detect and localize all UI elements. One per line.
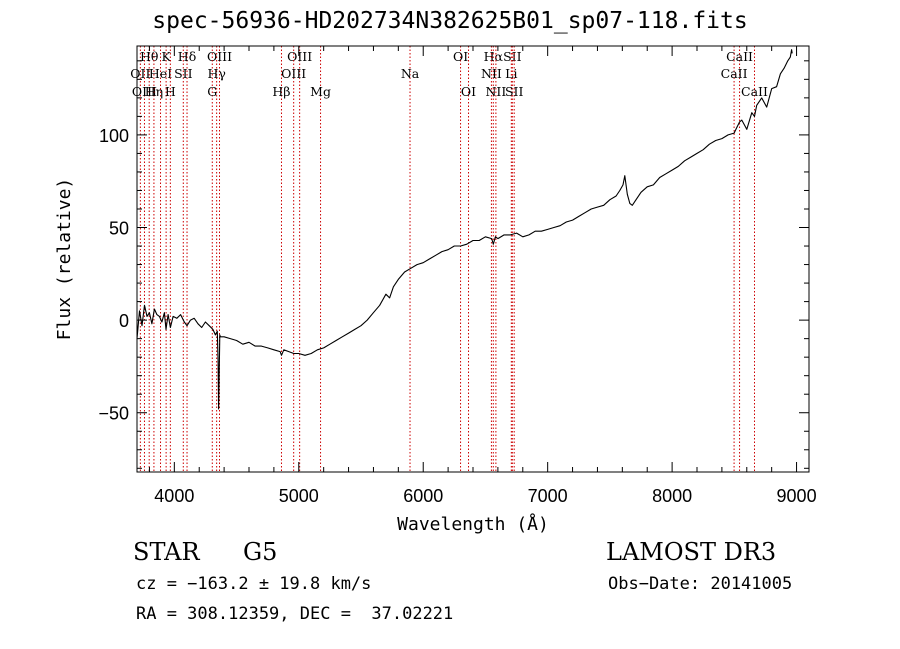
redshift-velocity: cz = −163.2 ± 19.8 km/s [136,574,372,594]
emission-line-label: OIII [281,66,306,81]
y-tick-label: −50 [98,404,129,424]
emission-line-label: Hδ [178,49,196,64]
emission-line-label: NII [481,66,502,81]
emission-line-label: Hη [145,84,163,99]
emission-line-label: K [161,49,171,64]
emission-line-label: OIII [132,84,157,99]
emission-line-label: G [207,84,217,99]
emission-line-label: CaII [726,49,753,64]
x-tick-label: 8000 [652,486,692,506]
emission-line-label: Hθ [140,49,158,64]
emission-line-label: HeI [149,66,172,81]
emission-line-label: Li [505,66,517,81]
plot-frame [136,45,810,473]
spectrum-line [136,49,793,410]
y-tick-label: 50 [109,219,129,239]
emission-line-label: Na [401,66,420,81]
object-subclass: G5 [243,538,278,566]
emission-line-label: OIII [287,49,312,64]
emission-line-label: H [165,84,176,99]
emission-line-label: NII [485,84,506,99]
emission-line-label: Hα [484,49,504,64]
emission-line-label: OII [130,66,150,81]
observation-date: Obs−Date: 20141005 [608,574,793,594]
x-tick-label: 4000 [154,486,194,506]
x-tick-label: 5000 [279,486,319,506]
emission-line-label: OI [461,84,476,99]
survey-name: LAMOST DR3 [606,538,777,566]
chart-title: spec-56936-HD202734N382625B01_sp07-118.f… [152,8,748,34]
emission-line-label: SII [174,66,193,81]
x-tick-label: 9000 [777,486,817,506]
y-tick-label: 0 [119,311,129,331]
emission-line-label: CaII [721,66,748,81]
emission-line-label: SII [505,84,524,99]
x-axis-label: Wavelength (Å) [397,513,549,535]
emission-line-label: Hγ [207,66,225,81]
y-tick-label: 100 [99,126,129,146]
y-axis-label: Flux (relative) [54,178,75,341]
ra-dec-coordinates: RA = 308.12359, DEC = 37.02221 [136,604,454,624]
emission-line-label: SII [503,49,522,64]
emission-line-label: CaII [741,84,768,99]
emission-line-label: OI [453,49,468,64]
emission-line-label: OIII [207,49,232,64]
x-tick-label: 6000 [403,486,443,506]
emission-line-label: Mg [310,84,331,99]
object-class: STAR [133,538,200,566]
x-tick-label: 7000 [528,486,568,506]
emission-line-label: Hβ [272,84,290,99]
